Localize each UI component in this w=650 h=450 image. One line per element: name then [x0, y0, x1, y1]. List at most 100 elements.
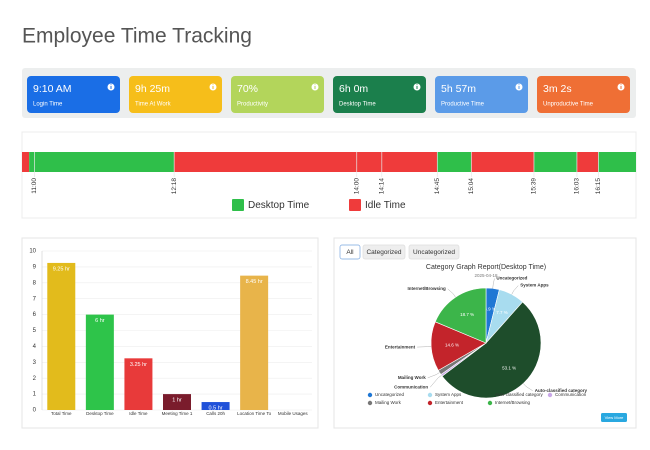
legend-label: Communication	[555, 392, 587, 397]
value-label: 7.7 %	[496, 310, 508, 315]
x-tick-label: 15:39	[531, 178, 538, 195]
timeline-panel	[21, 131, 637, 219]
card	[129, 76, 222, 113]
legend-dot	[367, 400, 373, 406]
slice-label: Auto-classified category	[535, 388, 588, 393]
value-label: 8.45 hr	[246, 279, 263, 285]
leader-line	[447, 288, 456, 298]
card-value: 9h 25m	[135, 83, 170, 95]
x-tick-label: Desktop Time	[86, 411, 114, 416]
card-label: Time At Work	[135, 102, 172, 108]
card-label: Unproductive Time	[543, 102, 594, 108]
pie-title: Category Graph Report(Desktop Time)	[426, 264, 546, 271]
leader-line	[492, 278, 495, 289]
info-icon-dot	[314, 84, 316, 86]
slice-label: Mailing Work	[398, 375, 426, 380]
y-tick-label: 2	[33, 376, 37, 382]
tab[interactable]	[339, 244, 361, 260]
card	[537, 76, 630, 113]
card-label: Productive Time	[441, 102, 485, 108]
x-tick-label: Mobile Usages	[278, 411, 309, 416]
legend-dot	[487, 400, 493, 406]
value-label: 3.25 hr	[130, 362, 147, 368]
view-more-label[interactable]: View More	[605, 415, 625, 420]
value-label: 9.25 hr	[53, 266, 70, 272]
legend-label: System Apps	[435, 392, 462, 397]
slice-label: Uncategorized	[496, 276, 527, 281]
timeline-segment	[533, 152, 577, 172]
slice-label: Communication	[394, 384, 428, 389]
info-icon-dot	[416, 84, 418, 86]
page-title: Employee Time Tracking	[22, 25, 252, 48]
timeline-segment	[437, 152, 472, 172]
card-value: 9:10 AM	[33, 83, 72, 95]
x-tick-label: Location Time To	[237, 411, 271, 416]
legend-swatch	[232, 199, 244, 211]
value-label: 3.9 %	[484, 306, 496, 311]
x-tick-label: 16:15	[595, 178, 602, 195]
card-value: 6h 0m	[339, 83, 368, 95]
legend-label: Entertainment	[435, 400, 464, 405]
x-tick-label: 12:18	[171, 178, 178, 195]
x-tick-label: Idle Time	[129, 411, 148, 416]
bar	[240, 275, 269, 410]
legend-dot	[427, 392, 433, 398]
view-more-button[interactable]	[601, 413, 627, 422]
tab-label[interactable]: All	[346, 249, 354, 256]
card-value: 3m 2s	[543, 83, 572, 95]
value-label: 18.7 %	[460, 312, 474, 317]
pie-subtitle: 2025-04-18	[474, 273, 498, 278]
tab[interactable]	[362, 244, 406, 260]
slice-label: Internet/Browsing	[407, 286, 446, 291]
card-label: Desktop Time	[339, 102, 376, 108]
y-tick-label: 0	[33, 408, 37, 414]
x-tick-label: Calls 20h	[206, 411, 225, 416]
card-value: 5h 57m	[441, 83, 476, 95]
card	[231, 76, 324, 113]
y-tick-label: 10	[29, 249, 36, 255]
legend-swatch	[349, 199, 361, 211]
tab-label[interactable]: Uncategorized	[413, 249, 455, 256]
tab-label[interactable]: Categorized	[366, 249, 401, 256]
leader-line	[427, 372, 440, 379]
timeline-segment	[174, 152, 438, 172]
legend-dot	[547, 392, 553, 398]
legend-label: Desktop Time	[248, 200, 310, 211]
legend-dot	[427, 400, 433, 406]
legend-label: Auto-classified category	[495, 392, 544, 397]
legend-label: Idle Time	[365, 200, 406, 211]
pie-slice	[441, 301, 542, 399]
bar	[201, 402, 230, 410]
slice-label: Entertainment	[385, 344, 416, 349]
card-value: 70%	[237, 83, 258, 95]
card-label: Login Time	[33, 102, 63, 108]
info-icon-dot	[620, 84, 622, 86]
x-tick-label: 14:00	[353, 178, 360, 195]
x-tick-label: 15:04	[468, 178, 475, 195]
bar	[163, 394, 191, 410]
bar	[124, 358, 153, 410]
y-tick-label: 6	[33, 312, 37, 318]
value-label: 14.6 %	[445, 342, 459, 347]
info-icon-dot	[110, 84, 112, 86]
leader-line	[430, 375, 442, 388]
tab[interactable]	[408, 244, 460, 260]
card	[435, 76, 528, 113]
leader-line	[417, 346, 432, 348]
y-tick-label: 8	[33, 280, 37, 286]
info-icon-dot	[518, 84, 520, 86]
y-tick-label: 9	[33, 264, 37, 270]
legend-dot	[367, 392, 373, 398]
y-tick-label: 1	[33, 392, 37, 398]
card	[27, 76, 120, 113]
y-tick-label: 4	[33, 344, 37, 350]
card-label: Productivity	[237, 102, 268, 108]
card	[333, 76, 426, 113]
timeline-segment	[576, 152, 599, 172]
y-tick-label: 5	[33, 328, 37, 334]
y-tick-label: 3	[33, 360, 37, 366]
value-label: 0.5 hr	[209, 406, 223, 412]
timeline-segment	[471, 152, 534, 172]
